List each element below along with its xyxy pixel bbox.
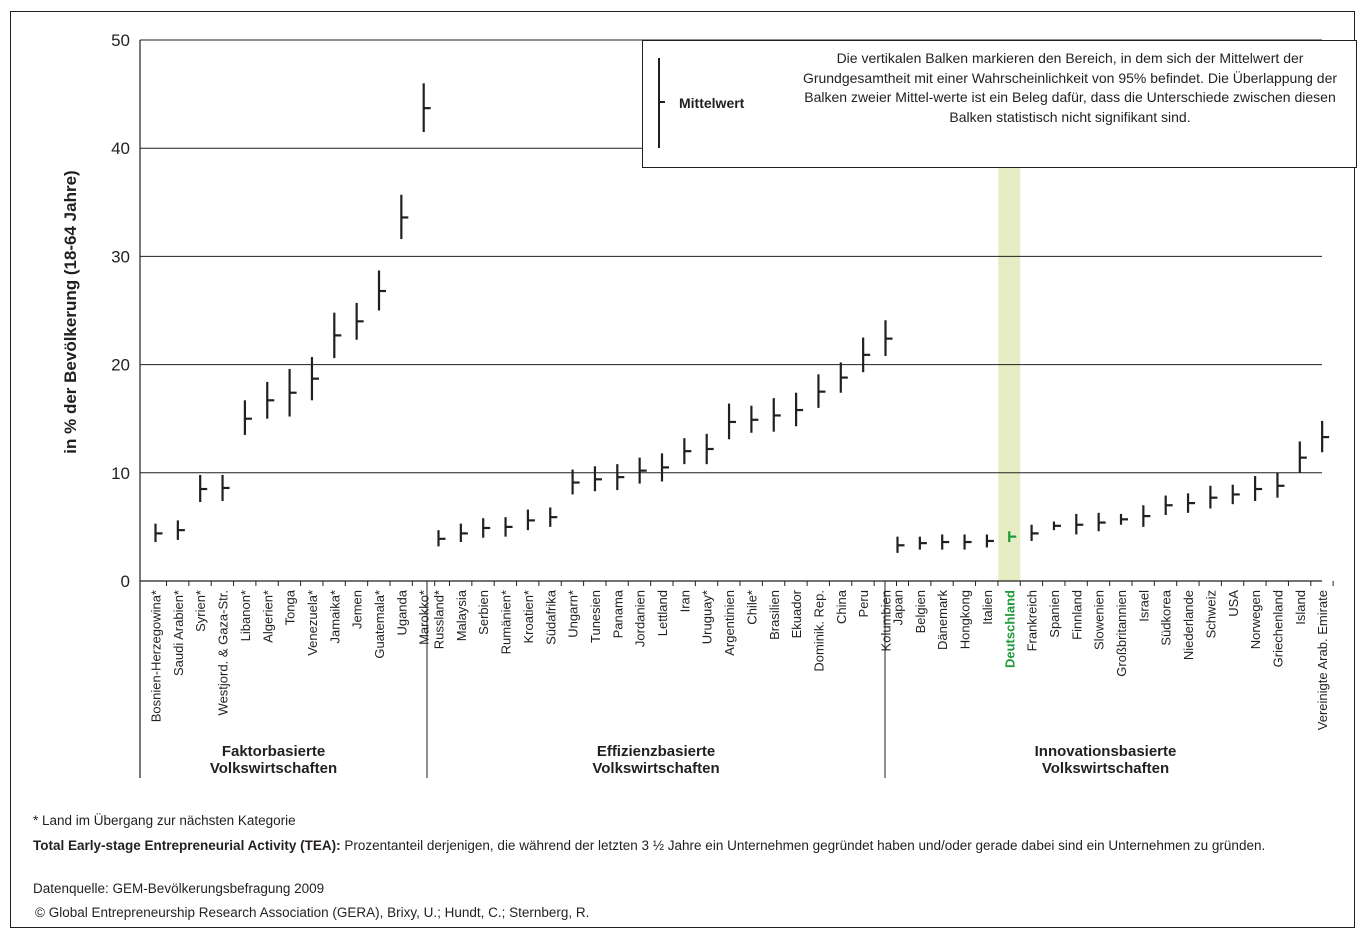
country-label: Vereinigte Arab. Emirate — [1315, 590, 1330, 730]
country-label: Chile* — [744, 590, 759, 625]
y-tick-label: 30 — [111, 247, 130, 266]
group-label-line2: Volkswirtschaften — [210, 760, 337, 777]
country-label: Japan — [891, 590, 906, 625]
country-label: Belgien — [913, 590, 928, 633]
legend-box: Mittelwert Die vertikalen Balken markier… — [642, 40, 1357, 168]
country-label: Westjord. & Gaza-Str. — [216, 590, 231, 715]
country-label: Griechenland — [1270, 590, 1285, 667]
country-label: Kolumbien — [879, 590, 894, 651]
y-tick-label: 50 — [111, 31, 130, 50]
country-label: Ungarn* — [566, 590, 581, 638]
group-label-line1: Faktorbasierte — [222, 743, 325, 760]
country-label: Jordanien — [633, 590, 648, 647]
country-label: Italien — [980, 590, 995, 625]
footnote-tea-definition: Prozentanteil derjenigen, die während de… — [340, 838, 1266, 853]
country-label: Jamaika* — [327, 590, 342, 643]
chart-frame — [10, 11, 1355, 928]
country-label: Tonga — [283, 589, 298, 625]
highlight-band — [998, 168, 1021, 581]
country-label: Bosnien-Herzegowina* — [149, 590, 164, 722]
country-label: Malaysia — [454, 589, 469, 641]
country-label: Norwegen — [1248, 590, 1263, 649]
country-label: Libanon* — [238, 590, 253, 641]
legend-label: Mittelwert — [679, 95, 745, 111]
country-label: Syrien* — [193, 590, 208, 632]
country-label: Schweiz — [1203, 590, 1218, 638]
country-label: China — [834, 589, 849, 624]
group-label-line1: Effizienzbasierte — [597, 743, 715, 760]
country-label: Algerien* — [260, 590, 275, 643]
y-axis-title: in % der Bevölkerung (18-64 Jahre) — [61, 170, 80, 453]
country-label: Südkorea — [1159, 589, 1174, 645]
country-label: USA — [1226, 590, 1241, 617]
legend-mean-tick — [658, 101, 665, 103]
country-label: Uganda — [394, 589, 409, 635]
country-label: Saudi Arabien* — [171, 590, 186, 676]
footnote-copyright: © Global Entrepreneurship Research Assoc… — [35, 905, 590, 920]
country-label: Spanien — [1047, 590, 1062, 638]
country-label: Island — [1293, 590, 1308, 625]
country-label: Guatemala* — [372, 590, 387, 659]
country-label: Großbritannien — [1114, 590, 1129, 677]
group-label-line2: Volkswirtschaften — [592, 760, 719, 777]
country-label: Uruguay* — [700, 590, 715, 644]
country-label: Brasilien — [767, 590, 782, 640]
country-label: Dominik. Rep. — [811, 590, 826, 672]
footnote-tea: Total Early-stage Entrepreneurial Activi… — [33, 837, 1303, 854]
country-label: Ekuador — [789, 589, 804, 638]
legend-bar-sample — [658, 58, 660, 148]
footnote-tea-term: Total Early-stage Entrepreneurial Activi… — [33, 838, 341, 853]
y-tick-label: 40 — [111, 139, 130, 158]
country-label: Marokko* — [417, 590, 432, 645]
country-label: Jemen — [350, 590, 365, 629]
country-label: Slowenien — [1092, 590, 1107, 650]
country-label: Iran — [677, 590, 692, 612]
country-label: Panama — [610, 589, 625, 638]
country-label: Finnland — [1069, 590, 1084, 640]
country-label: Kroatien* — [521, 590, 536, 643]
country-label: Niederlande — [1181, 590, 1196, 660]
country-label: Hongkong — [958, 590, 973, 649]
country-label: Argentinien — [722, 590, 737, 656]
y-tick-label: 20 — [111, 356, 130, 375]
country-label: Dänemark — [935, 590, 950, 650]
y-tick-label: 10 — [111, 464, 130, 483]
country-label: Russland* — [432, 590, 447, 649]
country-label: Israel — [1136, 590, 1151, 622]
y-tick-label: 0 — [121, 572, 130, 591]
country-label: Serbien — [476, 590, 491, 635]
group-label-line1: Innovationsbasierte — [1035, 743, 1177, 760]
country-label: Peru — [856, 590, 871, 617]
country-label: Venezuela* — [305, 590, 320, 656]
tea-errorbar-chart: 0 10 20 30 40 50 in % der Bevölkerung (18-64 J… — [61, 31, 1334, 778]
country-label: Südafrika — [543, 589, 558, 645]
country-label: Deutschland — [1002, 590, 1017, 668]
footnote-transition: * Land im Übergang zur nächsten Kategori… — [33, 813, 296, 828]
country-label: Rumänien* — [499, 590, 514, 654]
country-label: Lettland — [655, 590, 670, 636]
group-label-line2: Volkswirtschaften — [1042, 760, 1169, 777]
country-label: Frankreich — [1025, 590, 1040, 651]
footnote-source: Datenquelle: GEM-Bevölkerungsbefragung 2… — [33, 881, 325, 896]
legend-description: Die vertikalen Balken markieren den Bere… — [802, 50, 1338, 125]
country-label: Tunesien — [588, 590, 603, 643]
